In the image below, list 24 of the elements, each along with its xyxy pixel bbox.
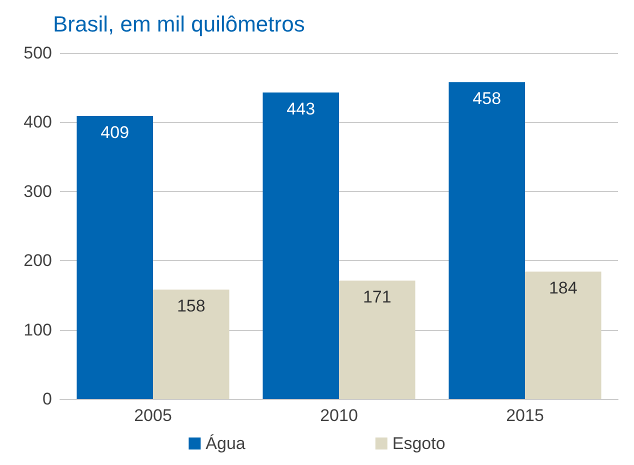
y-tick-label: 200 — [24, 251, 52, 270]
y-tick-label: 400 — [24, 112, 52, 132]
chart-title: Brasil, em mil quilômetros — [53, 12, 305, 36]
data-label: 458 — [472, 89, 502, 108]
y-tick-label: 100 — [24, 320, 52, 340]
bar — [448, 82, 525, 399]
data-label: 171 — [362, 288, 392, 307]
legend-label: Esgoto — [392, 434, 446, 453]
bar — [153, 290, 230, 399]
x-tick-label: 2005 — [134, 406, 172, 425]
y-tick-label: 0 — [42, 390, 52, 408]
data-label: 158 — [176, 296, 206, 316]
x-tick-label: 2010 — [320, 406, 358, 425]
y-tick-label: 500 — [24, 44, 52, 62]
x-tick-label: 2015 — [506, 406, 544, 425]
data-label: 184 — [548, 278, 578, 298]
bar — [262, 92, 339, 399]
bar — [76, 116, 153, 399]
bar — [525, 272, 602, 399]
data-label: 409 — [100, 122, 130, 142]
bar — [339, 280, 416, 399]
y-tick-label: 300 — [24, 182, 52, 201]
legend-label: Água — [206, 434, 246, 453]
data-label: 443 — [286, 99, 316, 118]
